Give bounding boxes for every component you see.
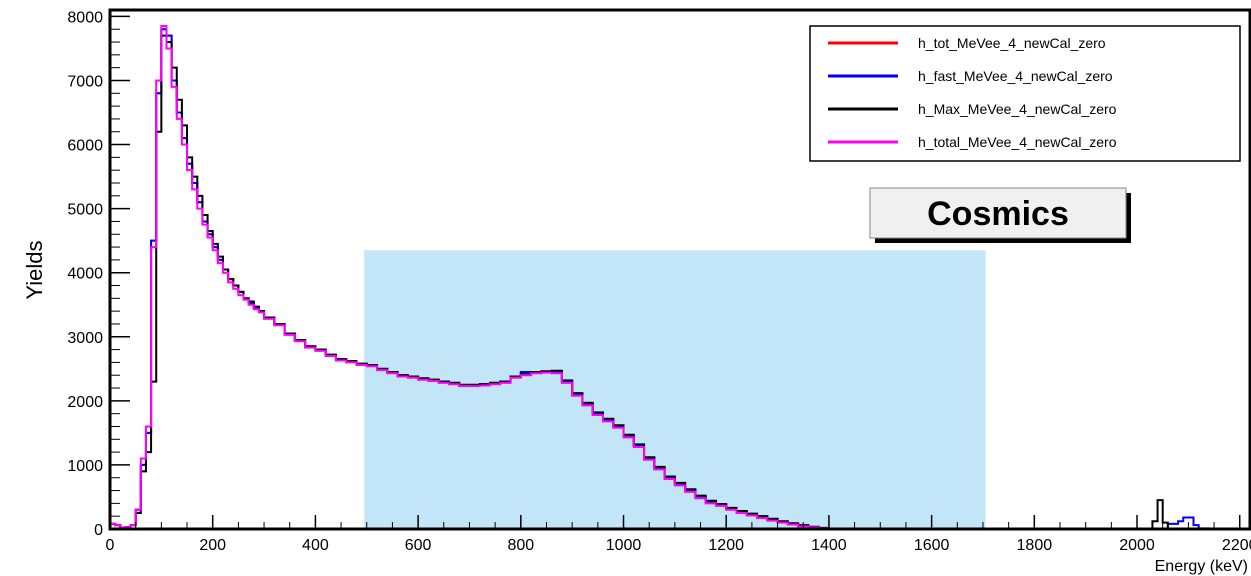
annotation-frame xyxy=(869,187,1127,239)
x-tick-label: 2000 xyxy=(1119,537,1155,554)
y-tick-label: 3000 xyxy=(67,330,103,347)
x-axis-title: Energy (keV) xyxy=(1155,558,1248,575)
legend-label: h_tot_MeVee_4_newCal_zero xyxy=(918,35,1106,51)
y-axis-title: Yields xyxy=(22,240,47,299)
x-tick-label: 400 xyxy=(302,537,329,554)
legend: h_tot_MeVee_4_newCal_zero h_fast_MeVee_4_… xyxy=(809,25,1241,162)
series-line-4 xyxy=(109,25,1250,530)
x-tick-label: 600 xyxy=(405,537,432,554)
y-tick-label: 4000 xyxy=(67,266,103,283)
series-group xyxy=(109,25,1250,530)
y-tick-label: 5000 xyxy=(67,202,103,219)
legend-label: h_total_MeVee_4_newCal_zero xyxy=(918,134,1117,150)
y-tick-label: 0 xyxy=(94,522,103,539)
x-tick-label: 800 xyxy=(507,537,534,554)
x-tick-label: 200 xyxy=(199,537,226,554)
y-tick-label: 2000 xyxy=(67,394,103,411)
annotation-text: Cosmics xyxy=(927,195,1069,233)
y-axis: 0 1000 2000 3000 4000 5000 6000 7000 8000 xyxy=(67,9,130,539)
plot-frame xyxy=(108,8,1251,531)
x-tick-label: 0 xyxy=(106,537,115,554)
legend-label: h_Max_MeVee_4_newCal_zero xyxy=(918,101,1117,117)
x-axis: 0 200 400 600 800 1000 1200 1400 1600 1800 2000 220… xyxy=(106,515,1251,554)
y-tick-label: 7000 xyxy=(67,73,103,90)
y-tick-label: 8000 xyxy=(67,9,103,26)
legend-label: h_fast_MeVee_4_newCal_zero xyxy=(918,68,1113,84)
x-tick-label: 1600 xyxy=(914,537,950,554)
x-tick-label: 1800 xyxy=(1017,537,1053,554)
x-tick-label: 1000 xyxy=(606,537,642,554)
highlight-band xyxy=(364,250,986,529)
annotation-box: Cosmics xyxy=(869,187,1131,243)
y-tick-label: 6000 xyxy=(67,138,103,155)
y-tick-label: 1000 xyxy=(67,458,103,475)
legend-frame xyxy=(809,25,1241,162)
x-tick-label: 1200 xyxy=(708,537,744,554)
x-tick-label: 1400 xyxy=(811,537,847,554)
